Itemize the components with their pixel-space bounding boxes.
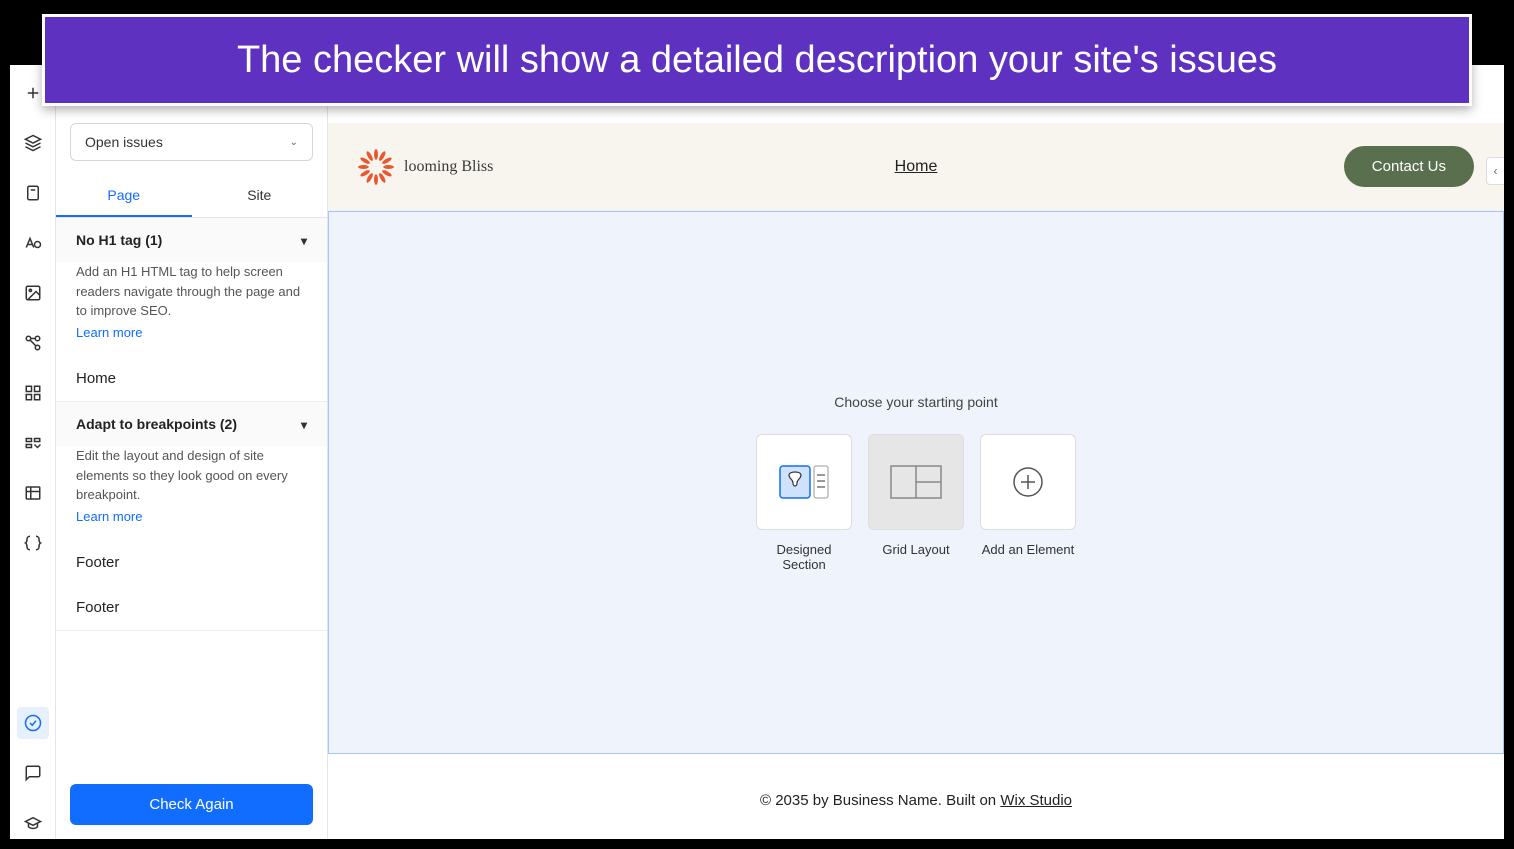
chat-icon[interactable] (17, 757, 49, 789)
image-icon[interactable] (17, 277, 49, 309)
checker-panel: Open issues ⌄ Page Site No H1 tag (1) Ad… (56, 65, 328, 839)
card-add-element[interactable] (980, 434, 1076, 530)
data-icon[interactable] (17, 477, 49, 509)
designed-section-icon (779, 465, 829, 499)
chevron-left-icon: ‹ (1494, 164, 1498, 178)
site-footer: © 2035 by Business Name. Built on Wix St… (328, 754, 1504, 839)
issue-title: Adapt to breakpoints (2) (76, 416, 237, 432)
card-designed-section[interactable] (756, 434, 852, 530)
flower-icon (358, 149, 394, 185)
card-label: Grid Layout (868, 542, 964, 557)
learn-more-link[interactable]: Learn more (76, 507, 307, 527)
issue-desc: Add an H1 HTML tag to help screen reader… (76, 264, 300, 318)
banner-text: The checker will show a detailed descrip… (237, 39, 1277, 82)
site-canvas: looming Bliss Home Contact Us Choose you… (328, 65, 1504, 839)
tab-site[interactable]: Site (192, 175, 328, 217)
chevron-down-icon: ⌄ (290, 137, 298, 148)
learn-more-link[interactable]: Learn more (76, 323, 307, 343)
card-grid-layout[interactable] (868, 434, 964, 530)
issue-no-h1: No H1 tag (1) Add an H1 HTML tag to help… (56, 218, 327, 402)
page-icon[interactable] (17, 177, 49, 209)
grid-icon[interactable] (17, 377, 49, 409)
issue-header[interactable]: No H1 tag (1) (56, 218, 327, 262)
dropdown-label: Open issues (85, 134, 163, 150)
check-again-wrap: Check Again (56, 770, 327, 839)
chevron-down-icon (301, 232, 307, 248)
issue-body: Add an H1 HTML tag to help screen reader… (56, 262, 327, 356)
learn-icon[interactable] (17, 807, 49, 839)
connect-icon[interactable] (17, 327, 49, 359)
tutorial-banner: The checker will show a detailed descrip… (42, 14, 1472, 106)
footer-text: © 2035 by Business Name. Built on (760, 792, 1000, 809)
app-root: Open issues ⌄ Page Site No H1 tag (1) Ad… (10, 65, 1504, 839)
canvas-body[interactable]: Choose your starting point Designed (328, 211, 1504, 754)
issue-breakpoints: Adapt to breakpoints (2) Edit the layout… (56, 402, 327, 631)
nav-home-link[interactable]: Home (895, 158, 938, 176)
wix-studio-link[interactable]: Wix Studio (1000, 792, 1072, 809)
starting-cards: Designed Section Grid Layout (756, 434, 1076, 572)
issue-desc: Edit the layout and design of site eleme… (76, 448, 288, 502)
text-icon[interactable] (17, 227, 49, 259)
icon-rail (10, 65, 56, 839)
component-icon[interactable] (17, 427, 49, 459)
issues-filter-dropdown[interactable]: Open issues ⌄ (70, 123, 313, 161)
collapse-handle[interactable]: ‹ (1486, 157, 1504, 185)
issue-item[interactable]: Home (56, 356, 327, 401)
plus-circle-icon (1012, 466, 1044, 498)
checker-tabs: Page Site (56, 175, 327, 218)
layers-icon[interactable] (17, 127, 49, 159)
tab-page[interactable]: Page (56, 175, 192, 217)
issue-header[interactable]: Adapt to breakpoints (2) (56, 402, 327, 446)
starting-point-label: Choose your starting point (834, 394, 997, 410)
code-icon[interactable] (17, 527, 49, 559)
issue-item[interactable]: Footer (56, 585, 327, 630)
chevron-down-icon (301, 416, 307, 432)
card-label: Add an Element (980, 542, 1076, 557)
issue-body: Edit the layout and design of site eleme… (56, 446, 327, 540)
issue-title: No H1 tag (1) (76, 232, 162, 248)
contact-button[interactable]: Contact Us (1344, 146, 1474, 187)
issue-item[interactable]: Footer (56, 540, 327, 585)
checker-icon[interactable] (17, 707, 49, 739)
site-header: looming Bliss Home Contact Us (328, 123, 1504, 211)
logo-text: looming Bliss (404, 158, 493, 176)
check-again-button[interactable]: Check Again (70, 784, 313, 825)
card-label: Designed Section (756, 542, 852, 572)
site-logo[interactable]: looming Bliss (358, 149, 493, 185)
grid-layout-icon (890, 465, 942, 499)
